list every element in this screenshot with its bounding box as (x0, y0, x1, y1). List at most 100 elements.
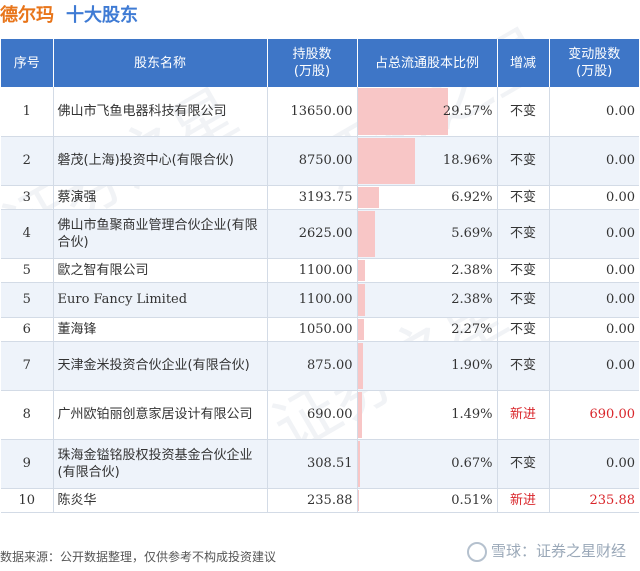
table-row: 9 珠海金镒铭股权投资基金合伙企业(有限合伙) 308.51 0.67% 不变 0.00 (1, 439, 639, 489)
ratio-bar (357, 88, 448, 135)
ratio-cell: 1.49% (357, 390, 498, 440)
shares-held: 235.88 (267, 488, 358, 513)
ratio-value: 2.38% (451, 292, 493, 307)
change-shares: 0.00 (549, 258, 639, 283)
table-row: 5 Euro Fancy Limited 1100.00 2.38% 不变 0.00 (1, 282, 639, 318)
ratio-bar (357, 391, 363, 438)
row-index: 3 (1, 185, 54, 210)
ratio-bar (357, 210, 375, 257)
shares-held: 1100.00 (267, 258, 358, 283)
change-shares: 235.88 (549, 488, 639, 513)
ratio-value: 2.38% (451, 262, 493, 278)
ratio-cell: 1.90% (357, 341, 498, 391)
ratio-cell: 2.27% (357, 317, 498, 342)
ratio-bar (357, 318, 365, 340)
shareholder-name: 歐之智有限公司 (53, 258, 268, 283)
change-shares: 0.00 (549, 341, 639, 391)
row-index: 10 (1, 488, 54, 513)
change-status: 不变 (497, 87, 550, 137)
change-shares: 690.00 (549, 390, 639, 440)
row-index: 4 (1, 209, 54, 259)
row-index: 8 (1, 390, 54, 440)
change-shares: 0.00 (549, 87, 639, 137)
row-index: 9 (1, 439, 54, 489)
change-shares: 0.00 (549, 282, 639, 318)
shares-held: 308.51 (267, 439, 358, 489)
row-index: 6 (1, 317, 54, 342)
table-row: 7 天津金米投资合伙企业(有限合伙) 875.00 1.90% 不变 0.00 (1, 341, 639, 391)
table-row: 1 佛山市飞鱼电器科技有限公司 13650.00 29.57% 不变 0.00 (1, 87, 639, 137)
col-header-delta: 变动股数 (万股) (549, 39, 639, 87)
change-status: 不变 (497, 209, 550, 259)
change-shares: 0.00 (549, 439, 639, 489)
ratio-value: 29.57% (442, 103, 493, 119)
table-header-row: 序号 股东名称 持股数 (万股) 占总流通股本比例 增减 变动股数 (万股) (1, 39, 639, 87)
change-status: 不变 (497, 185, 550, 210)
table-row: 6 董海锋 1050.00 2.27% 不变 0.00 (1, 317, 639, 342)
shareholder-name: 陈炎华 (53, 488, 268, 513)
shareholder-name: 佛山市鱼聚商业管理合伙企业(有限合伙) (53, 209, 268, 259)
row-index: 5 (1, 282, 54, 318)
data-source-note: 数据来源：公开数据整理，仅供参考不构成投资建议 (0, 550, 277, 564)
shareholder-name: 佛山市飞鱼电器科技有限公司 (53, 87, 268, 137)
change-status: 不变 (497, 341, 550, 391)
table-row: 10 陈炎华 235.88 0.51% 新进 235.88 (1, 488, 639, 513)
ratio-bar (357, 137, 416, 184)
row-index: 5 (1, 258, 54, 283)
change-shares: 0.00 (549, 317, 639, 342)
ratio-value: 1.90% (451, 358, 493, 373)
ratio-value: 2.27% (451, 321, 493, 337)
table-row: 2 磐茂(上海)投资中心(有限合伙) 8750.00 18.96% 不变 0.00 (1, 136, 639, 186)
col-header-index: 序号 (1, 39, 54, 87)
shares-held: 13650.00 (267, 87, 358, 137)
ratio-cell: 0.67% (357, 439, 498, 489)
col-header-shares: 持股数 (万股) (267, 39, 358, 87)
change-status: 不变 (497, 258, 550, 283)
brand-text: 雪球：证券之星财经 (490, 542, 626, 560)
ratio-cell: 2.38% (357, 282, 498, 318)
row-index: 7 (1, 341, 54, 391)
shareholder-name: 董海锋 (53, 317, 268, 342)
ratio-value: 1.49% (451, 407, 493, 422)
change-shares: 0.00 (549, 209, 639, 259)
change-shares: 0.00 (549, 185, 639, 210)
ratio-bar (357, 440, 360, 487)
ratio-value: 0.67% (451, 456, 493, 471)
ratio-cell: 2.38% (357, 258, 498, 283)
shareholder-name: 蔡演强 (53, 185, 268, 210)
shareholder-name: 磐茂(上海)投资中心(有限合伙) (53, 136, 268, 186)
ratio-cell: 5.69% (357, 209, 498, 259)
change-status: 不变 (497, 136, 550, 186)
shares-held: 3193.75 (267, 185, 358, 210)
shares-held: 1050.00 (267, 317, 358, 342)
shareholder-name: Euro Fancy Limited (53, 282, 268, 318)
brand-watermark: 雪球：证券之星财经 (466, 540, 626, 562)
change-shares: 0.00 (549, 136, 639, 186)
table-row: 5 歐之智有限公司 1100.00 2.38% 不变 0.00 (1, 258, 639, 283)
table-row: 4 佛山市鱼聚商业管理合伙企业(有限合伙) 2625.00 5.69% 不变 0.00 (1, 209, 639, 259)
col-header-name: 股东名称 (53, 39, 268, 87)
change-status: 不变 (497, 282, 550, 318)
ratio-bar (357, 186, 379, 208)
ratio-bar (357, 283, 365, 316)
row-index: 2 (1, 136, 54, 186)
shares-held: 690.00 (267, 390, 358, 440)
shares-held: 2625.00 (267, 209, 358, 259)
ratio-bar (357, 342, 364, 389)
ratio-value: 5.69% (451, 226, 493, 241)
row-index: 1 (1, 87, 54, 137)
ratio-cell: 0.51% (357, 488, 498, 513)
shares-held: 1100.00 (267, 282, 358, 318)
ratio-value: 6.92% (451, 189, 493, 205)
page-title: 德尔玛 十大股东 (0, 2, 138, 30)
shareholder-name: 广州欧铂丽创意家居设计有限公司 (53, 390, 268, 440)
ratio-bar (357, 259, 365, 281)
ratio-value: 0.51% (451, 492, 493, 508)
table-row: 8 广州欧铂丽创意家居设计有限公司 690.00 1.49% 新进 690.00 (1, 390, 639, 440)
change-status: 新进 (497, 390, 550, 440)
change-status: 新进 (497, 488, 550, 513)
col-header-change: 增减 (497, 39, 550, 87)
ratio-value: 18.96% (442, 153, 493, 168)
ratio-cell: 29.57% (357, 87, 498, 137)
change-status: 不变 (497, 317, 550, 342)
